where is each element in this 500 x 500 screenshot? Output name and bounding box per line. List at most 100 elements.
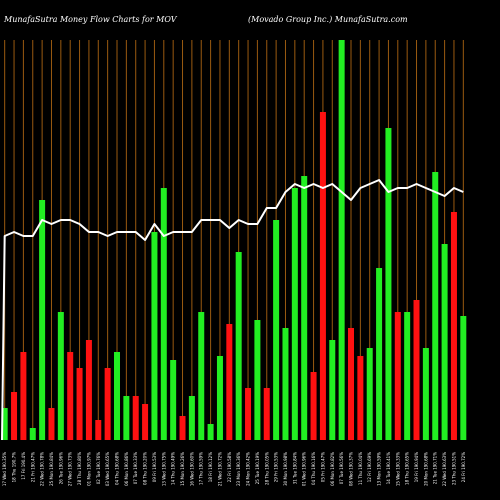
money-flow-bar (460, 316, 467, 440)
money-flow-bar (216, 356, 223, 440)
x-tick-label: 06 Mon 190.82% (330, 452, 335, 486)
money-flow-bar (282, 328, 289, 440)
money-flow-bar (1, 408, 8, 440)
x-tick-label: 21 Wed 190.72% (217, 452, 222, 486)
money-flow-bar (263, 388, 270, 440)
money-flow-bar (385, 128, 392, 440)
money-flow-bar (226, 324, 233, 440)
x-tick-label: 24 Mon 190.42% (246, 452, 251, 486)
money-flow-bar (441, 244, 448, 440)
x-tick-label: 09 Fri 190.53% (152, 452, 157, 482)
money-flow-bar (95, 420, 102, 440)
money-flow-bar (235, 252, 242, 440)
x-tick-label: 13 Wed 190.75% (161, 452, 166, 486)
money-flow-bar (48, 408, 55, 440)
money-flow-bar (394, 312, 401, 440)
money-flow-bar (450, 212, 457, 440)
x-tick-label: 23 Mon 190.36% (236, 452, 241, 486)
x-tick-label: 25 Mon 190.84% (49, 452, 54, 486)
x-tick-label: 04 Thu 190.16% (311, 452, 316, 485)
x-tick-label: 02 Tue 190.76% (96, 452, 101, 484)
x-tick-label: 18 Fri 190.12% (208, 452, 213, 482)
x-tick-label: 27 Wed 190.73% (68, 452, 73, 486)
money-flow-bar (132, 396, 139, 440)
money-flow-bar (20, 352, 27, 440)
money-flow-bar (76, 368, 83, 440)
money-flow-bar (188, 396, 195, 440)
x-tick-label: 17 Wed 190.35% (2, 452, 7, 486)
x-tick-label: 28 Thu 190.80% (77, 452, 82, 485)
x-tick-label: 13 Mon 190.59% (377, 452, 382, 486)
money-flow-bar (273, 220, 280, 440)
x-tick-label: 22 Wed 190.78% (40, 452, 45, 486)
x-tick-label: 01 Mon 190.97% (86, 452, 91, 486)
x-tick-label: 21 Tue 190.71% (433, 452, 438, 484)
money-flow-bar (310, 372, 317, 440)
money-flow-bar (85, 340, 92, 440)
money-flow-bar (104, 368, 111, 440)
money-flow-bar (151, 232, 158, 440)
money-flow-bar (376, 268, 383, 440)
money-flow-bar (57, 312, 64, 440)
x-tick-label: 08 Thu 190.20% (143, 452, 148, 485)
x-tick-label: 20 Mon 190.68% (423, 452, 428, 486)
money-flow-bar (142, 404, 149, 440)
x-tick-label: 17 Fri 190.4% (21, 452, 26, 480)
x-tick-label: 16 Wed 190.60% (189, 452, 194, 486)
x-tick-label: 15 Wed 190.33% (395, 452, 400, 486)
chart-source: (Movado Group Inc.) MunafaSutra.com (248, 15, 408, 24)
money-flow-bar (404, 312, 411, 440)
money-flow-bar (291, 188, 298, 440)
x-tick-label: 22 Fri 190.58% (227, 452, 232, 482)
money-flow-bar (245, 388, 252, 440)
x-tick-label: 19 Fri 190.94% (414, 452, 419, 482)
price-line (1, 179, 464, 441)
x-tick-label: 14 Thu 190.49% (171, 452, 176, 485)
x-tick-label: 29 Fri 190.53% (274, 452, 279, 482)
x-tick-labels: 17 Wed 190.35% 18 Thu 190.7% 17 Fri 190.4%… (2, 452, 466, 486)
x-tick-label: 15 Mon 190.26% (180, 452, 185, 486)
x-tick-label: 30 Mon 190.98% (283, 452, 288, 486)
x-tick-label: 05 Fri 190.47% (320, 452, 325, 482)
money-flow-bar (329, 340, 336, 440)
money-flow-bar (366, 348, 373, 440)
money-flow-bar (123, 396, 130, 440)
x-tick-label: 28 Thu 190.05% (264, 452, 269, 485)
x-tick-label: 06 Mon 190.86% (124, 452, 129, 486)
x-tick-label: 07 Tue 190.56% (339, 452, 344, 484)
money-flow-bar (198, 312, 205, 440)
money-flow-bar (357, 356, 364, 440)
x-tick-label: 14 Tue 190.41% (386, 452, 391, 484)
x-tick-label: 01 Wed 190.96% (302, 452, 307, 486)
x-tick-label: 21 Fri 190.47% (30, 452, 35, 482)
money-flow-bar (67, 352, 74, 440)
money-flow-bar (348, 328, 354, 440)
x-tick-label: 31 Tue 190.84% (292, 452, 297, 484)
x-tick-label: 12 Fri 190.69% (367, 452, 372, 482)
money-flow-bar (179, 416, 186, 440)
money-flow-bar (114, 352, 120, 440)
money-flow-bar (39, 200, 46, 440)
x-tick-label: 03 Wed 190.65% (105, 452, 110, 486)
x-tick-label: 18 Thu 190.65% (405, 452, 410, 485)
x-tick-label: 22 Wed 190.63% (442, 452, 447, 486)
money-flow-bar (422, 348, 429, 440)
money-flow-bar (170, 360, 177, 440)
x-tick-label: 11 Thu 190.04% (358, 452, 363, 485)
money-flow-bar (319, 112, 326, 440)
bars (1, 40, 467, 440)
x-tick-label: 08 Wed 190.37% (349, 452, 354, 486)
x-tick-label: 23 Thu 190.51% (451, 452, 456, 485)
money-flow-bar (207, 424, 214, 440)
x-tick-label: 18 Thu 190.7% (12, 452, 17, 483)
chart-title: MunafaSutra Money Flow Charts for MOV (3, 15, 178, 24)
money-flow-bar (432, 172, 439, 440)
x-tick-label: 26 Tue 190.96% (58, 452, 63, 484)
x-tick-label: 17 Thu 190.59% (199, 452, 204, 485)
x-tick-label: 24 Fri 190.72% (461, 452, 466, 482)
x-tick-label: 04 Thu 190.68% (115, 452, 120, 485)
money-flow-bar (11, 392, 18, 440)
money-flow-bar (301, 176, 308, 440)
x-tick-label: 25 Tue 190.19% (255, 452, 260, 484)
